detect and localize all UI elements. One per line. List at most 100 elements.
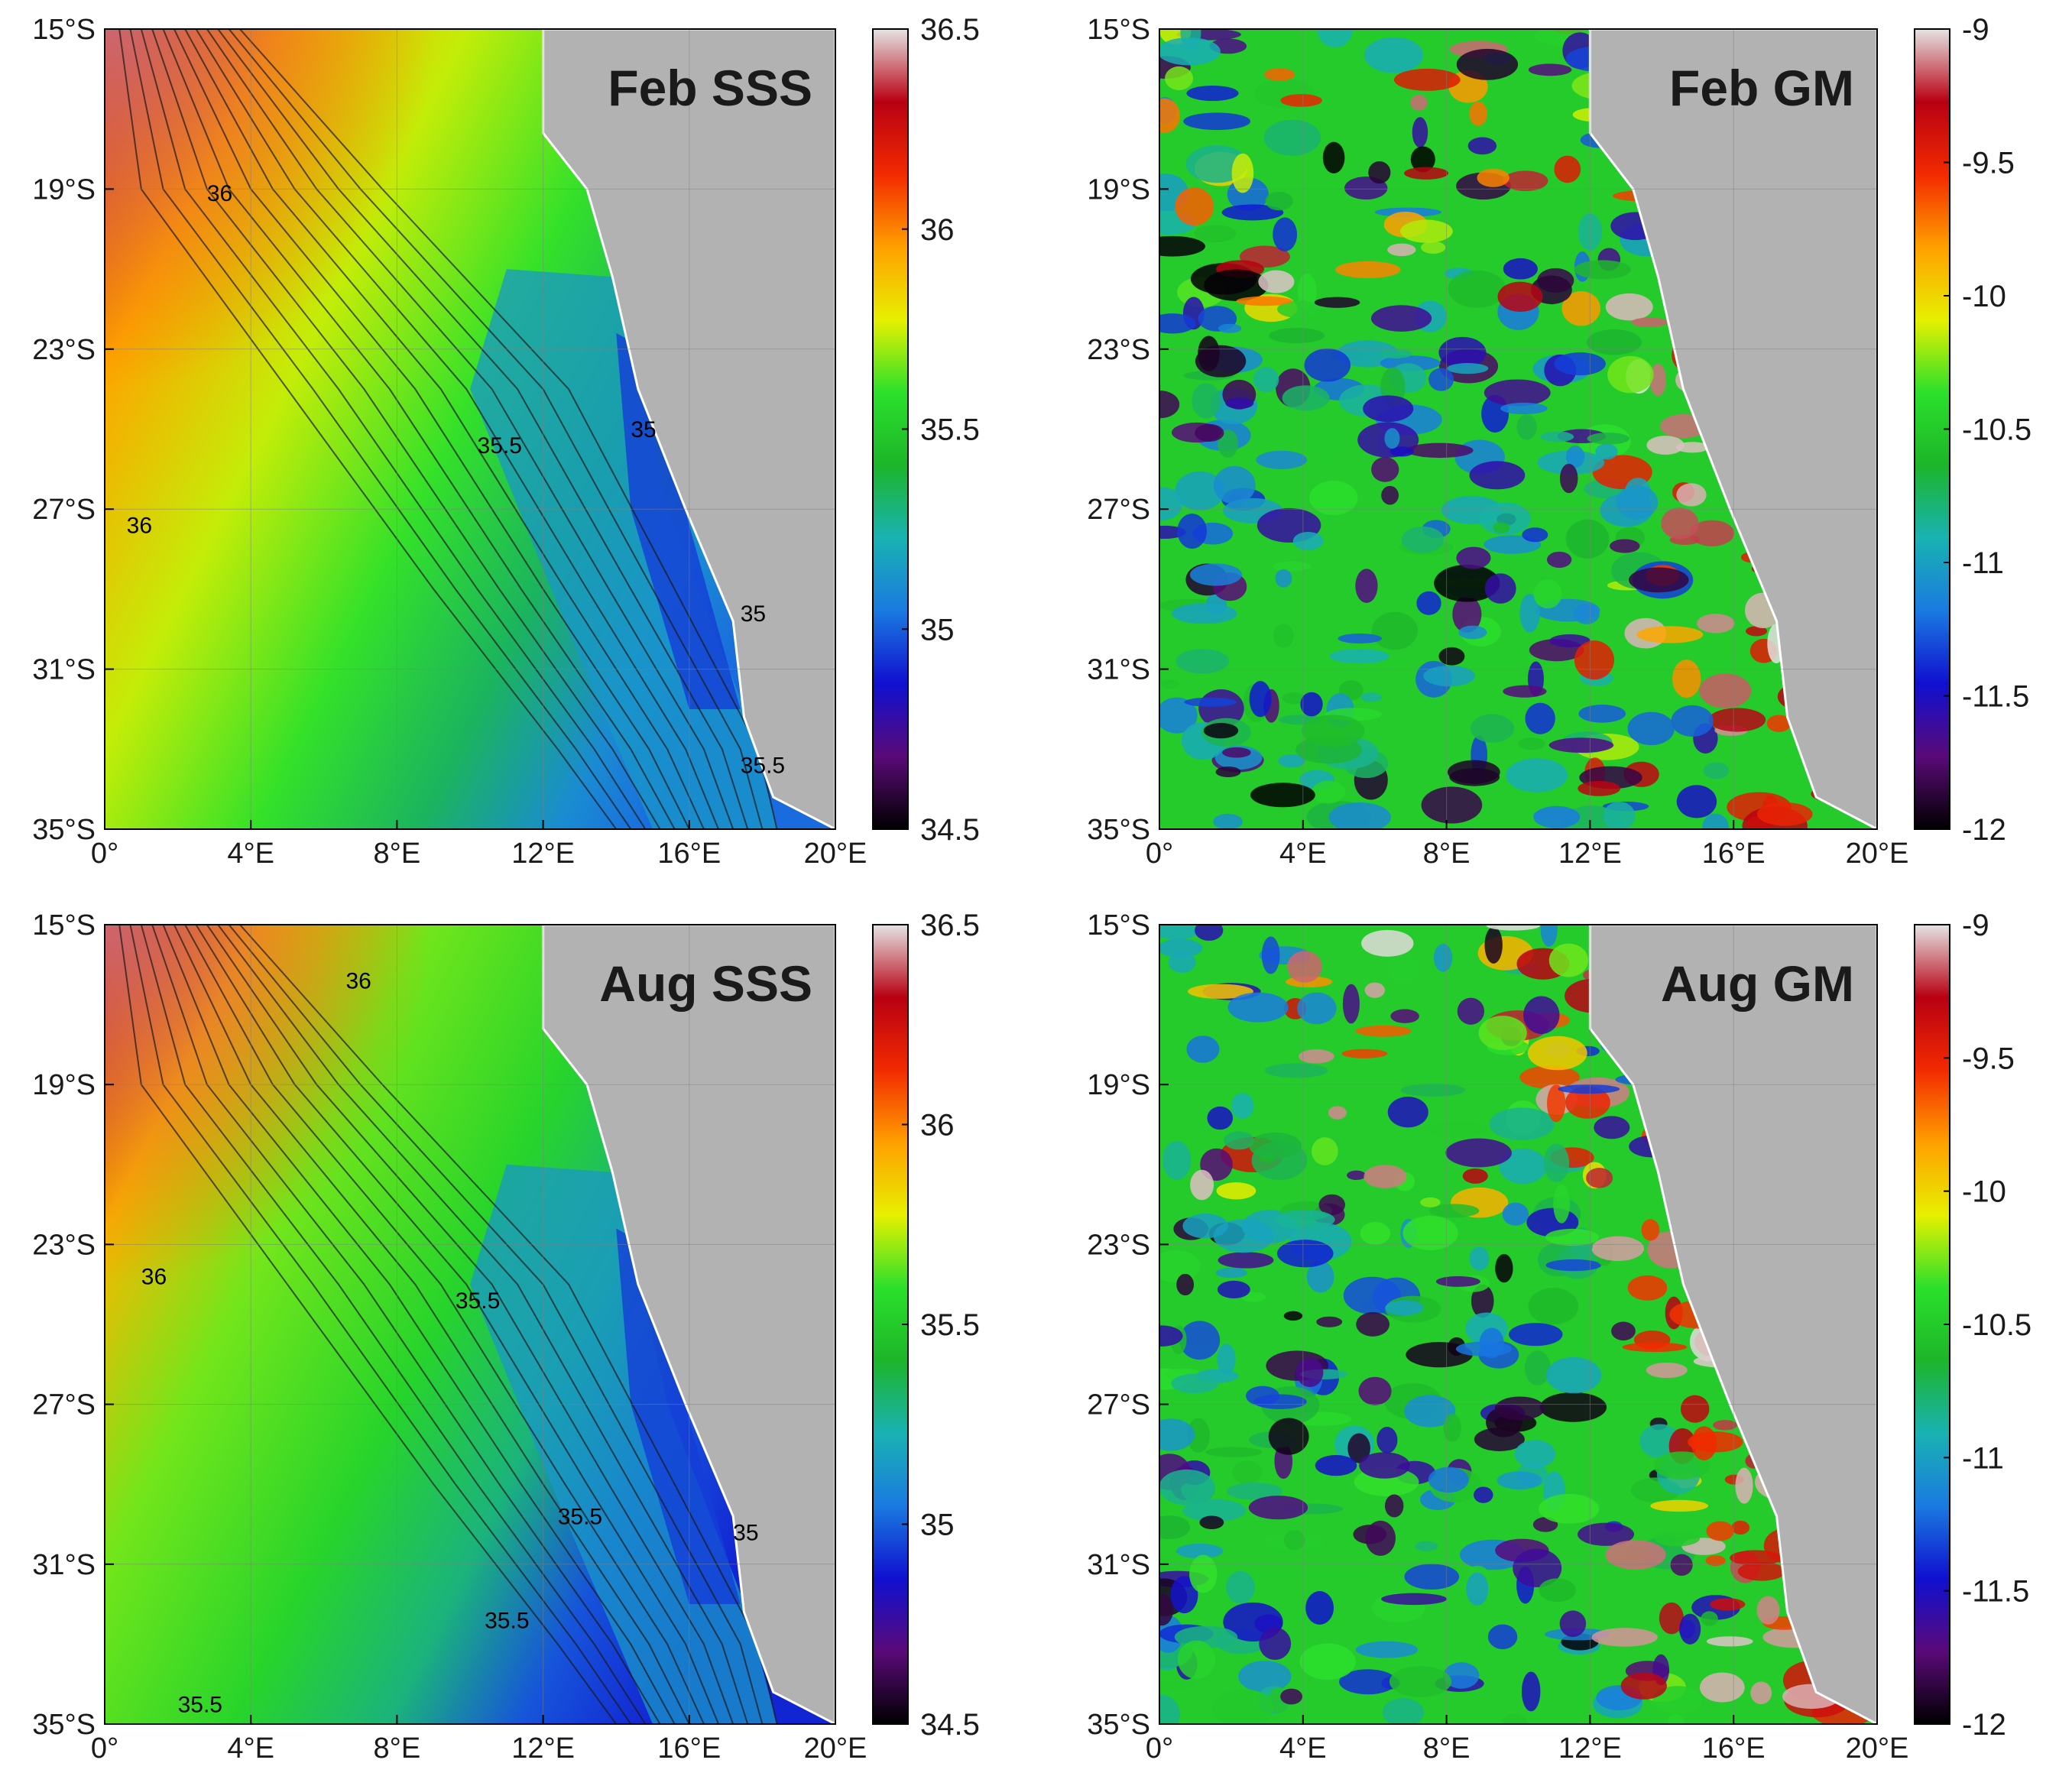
gm-blob [1653,1451,1710,1479]
gm-blob [1256,464,1274,485]
gm-blob [1176,1273,1195,1296]
gm-blob [1370,305,1432,332]
gm-blob [1466,1572,1489,1606]
gm-blob [1159,1694,1180,1724]
gm-blob [1358,1376,1392,1405]
x-tick-label: 0° [1146,1732,1173,1765]
gm-blob [1627,1275,1668,1301]
gm-blob [1497,281,1543,312]
contour-line [151,925,661,1724]
gm-blob [1400,219,1453,243]
colorbar-tick-label: 35.5 [920,413,980,447]
gm-blob [1159,487,1183,521]
gm-blob [1471,1284,1494,1318]
gm-blob [1622,1342,1688,1353]
gm-blob [1282,385,1330,411]
gm-blob [1428,368,1454,391]
gm-blob [1225,397,1254,410]
gm-blob [1676,785,1717,818]
gm-blob [1249,681,1272,718]
gm-blob [1676,483,1707,507]
gm-blob [1217,1280,1250,1298]
gm-blob [1159,1418,1195,1451]
gm-blob [1487,1624,1518,1650]
gm-blob [1545,1228,1600,1246]
gm-blob [1195,345,1247,378]
gm-blob [1737,1561,1785,1581]
gm-blob [1610,539,1640,553]
gm-blob [1540,431,1574,442]
gm-blob [1273,624,1294,648]
gm-blob [1192,383,1221,419]
gm-blob [1183,112,1251,131]
gm-blob [1278,754,1305,768]
gm-blob [1701,1611,1718,1626]
gm-blob [1389,1666,1452,1697]
gm-blob [1175,1543,1224,1559]
gm-blob [1215,1267,1247,1279]
colorbar-tick-label: 35 [920,613,955,647]
gm-blob [1478,1016,1527,1051]
gm-blob [1363,1165,1407,1188]
gm-blob [1438,336,1487,368]
gm-blob [1554,352,1606,376]
gm-blob [1646,1362,1688,1379]
gm-blob [1314,297,1360,308]
gm-blob [1263,119,1321,156]
y-tick-label: 35°S [32,1709,96,1741]
gm-blob [1462,1168,1488,1184]
gm-blob [1706,1521,1734,1541]
gm-blob [1297,273,1317,310]
gm-blob [1194,225,1237,243]
gm-blob [1186,1418,1211,1453]
gm-blob [1221,204,1284,221]
map-frame [1159,924,1878,1725]
gm-blob [1302,715,1365,747]
gm-blob [1659,1602,1685,1635]
gm-blob [1171,603,1237,624]
gm-blob [1385,1300,1424,1316]
gm-blob [1404,1564,1460,1590]
gm-blob [1381,485,1399,505]
x-tick-label: 8°E [1423,838,1471,870]
y-tick-label: 19°S [32,1069,96,1101]
y-tick-label: 19°S [32,173,96,206]
gm-blob [1190,1169,1214,1201]
gm-blob [1168,951,1196,973]
gm-blob [1641,1219,1660,1241]
gm-blob [1265,191,1293,211]
gm-blob [1189,563,1242,586]
gm-blob [1528,1288,1579,1325]
gm-blob [1159,235,1205,257]
gm-blob [1203,722,1239,739]
panel-aug-sss: 36 36 35.5 35.5 35 35.5 35.5 Aug SSS 0° 4°E 8°E 12°… [32,909,980,1765]
panel-title: Aug GM [1661,955,1854,1012]
contour-label: 35 [733,1520,758,1545]
gm-blob [1416,591,1441,615]
gm-blob [1671,705,1714,737]
gm-blob [1312,1137,1338,1165]
gm-blob [1670,1554,1693,1577]
contour-line [228,925,764,1724]
gm-blob [1699,673,1752,708]
gm-blob [1199,1515,1224,1530]
gm-blob [1527,1035,1587,1071]
gm-blob [1159,1515,1191,1540]
gm-blob [1223,1131,1254,1150]
gm-blob [1338,634,1383,644]
gm-blob [1236,296,1292,306]
gm-blob [1448,760,1500,784]
gm-blob [1420,1197,1441,1207]
contour-line [129,29,632,829]
gm-blob [1746,626,1768,637]
gm-blob [1605,1540,1666,1570]
gm-blob [1387,1097,1428,1128]
gm-blob [1447,363,1489,374]
gm-blob [1159,37,1221,66]
x-tick-label: 20°E [1846,838,1909,870]
panel-aug-gm: Aug GM 0° 4°E 8°E 12°E 16°E 20°E 15°S 19°S 23°S 27… [1087,909,2031,1765]
gm-blob [1554,155,1581,183]
gm-blob [1274,1209,1335,1230]
gm-blob [1238,1661,1292,1693]
gm-blob [1547,1084,1566,1123]
